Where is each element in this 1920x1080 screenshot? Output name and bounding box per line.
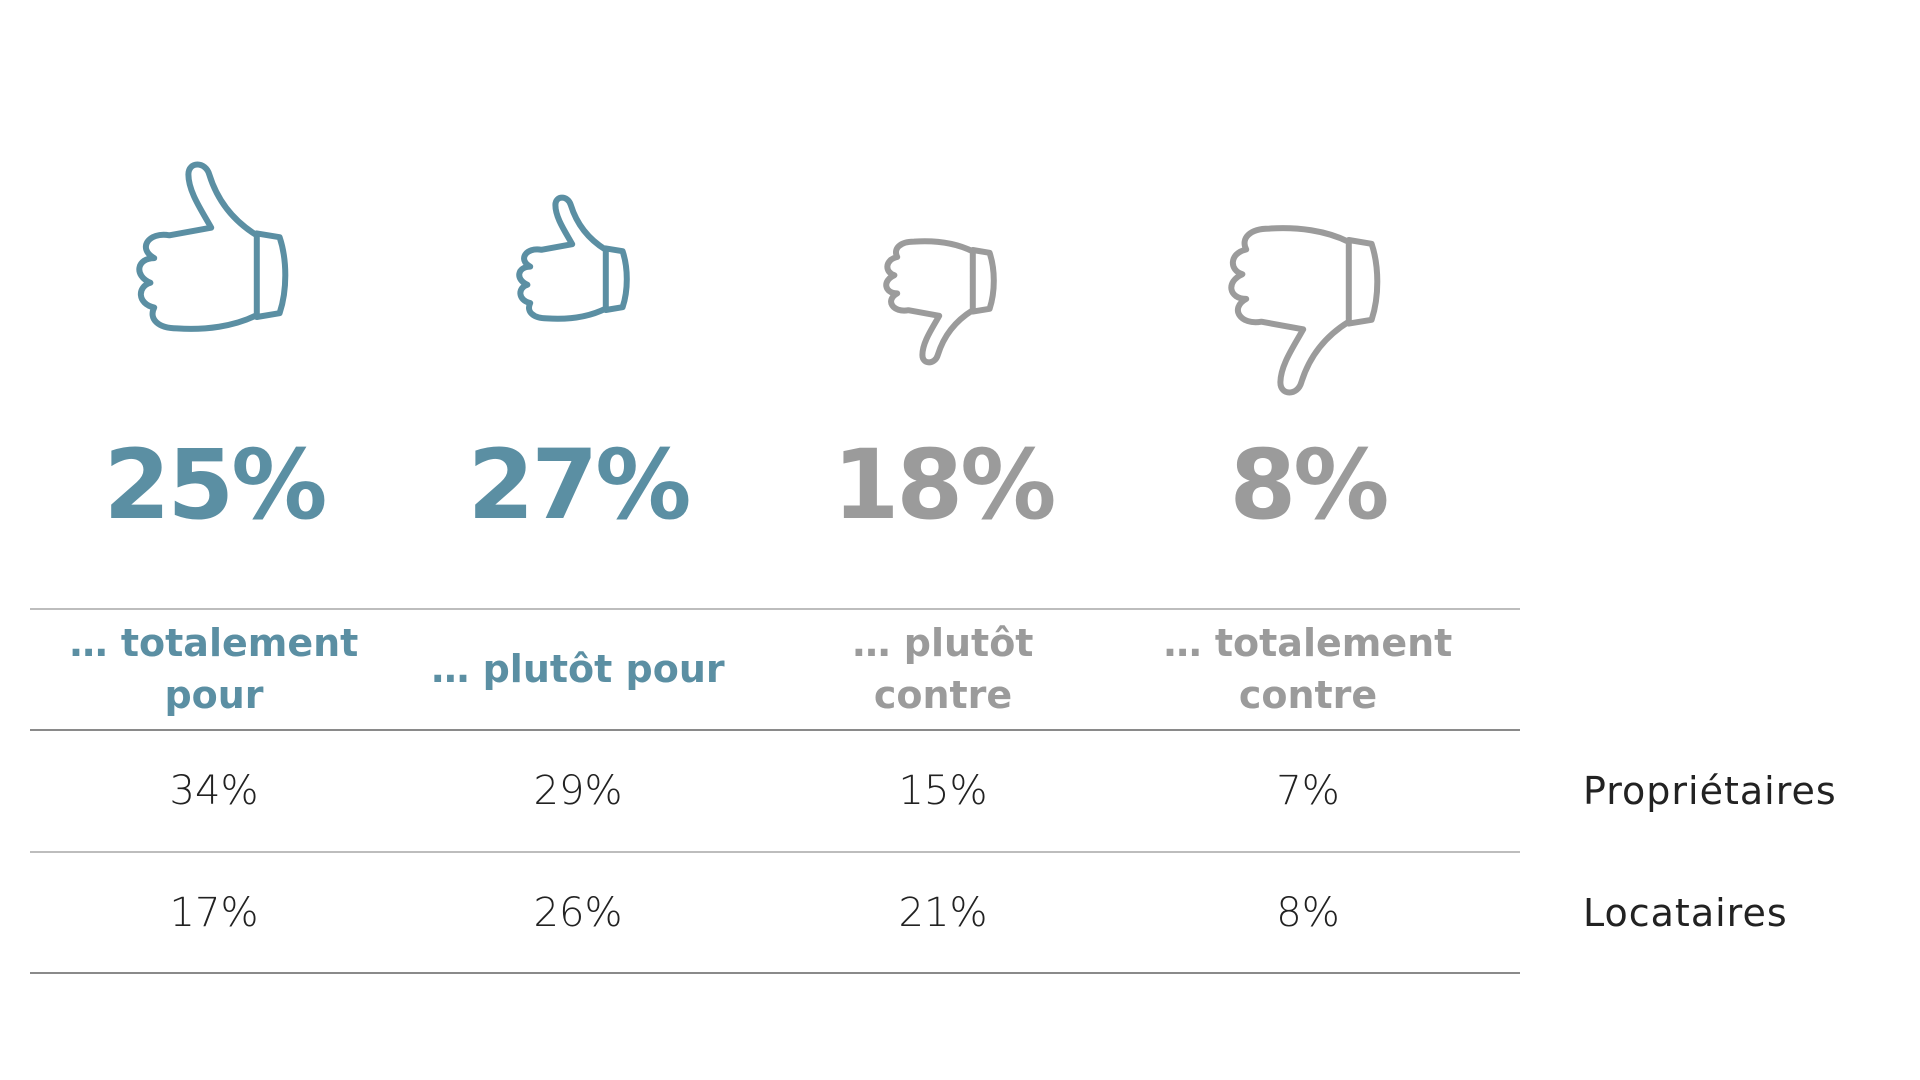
table-cell: 21% bbox=[898, 890, 988, 936]
column-label: … plutôt pour bbox=[431, 647, 725, 691]
icons bbox=[0, 0, 1920, 420]
table-cell: 15% bbox=[898, 768, 988, 814]
table-cell: 8% bbox=[1276, 890, 1340, 936]
thumb-up-small bbox=[519, 198, 627, 319]
divider bbox=[30, 608, 1520, 610]
big-percent: 27% bbox=[467, 429, 692, 541]
big-percent: 25% bbox=[103, 429, 328, 541]
table-cell: 7% bbox=[1276, 768, 1340, 814]
column-label: … plutôt contre bbox=[852, 621, 1034, 717]
divider bbox=[30, 729, 1520, 731]
column-label: … totalement contre bbox=[1163, 621, 1453, 717]
row-label: Propriétaires bbox=[1583, 769, 1837, 813]
table-cell: 26% bbox=[533, 890, 623, 936]
table-cell: 34% bbox=[169, 768, 259, 814]
table-cell: 29% bbox=[533, 768, 623, 814]
thumb-up-large bbox=[139, 165, 285, 329]
thumb-down-large bbox=[1231, 228, 1377, 392]
thumb-down-small bbox=[886, 241, 994, 362]
divider bbox=[30, 851, 1520, 853]
big-percent: 18% bbox=[832, 429, 1057, 541]
big-percent: 8% bbox=[1229, 429, 1390, 541]
divider bbox=[30, 972, 1520, 974]
row-label: Locataires bbox=[1583, 891, 1788, 935]
column-label: … totalement pour bbox=[69, 621, 359, 717]
table-cell: 17% bbox=[169, 890, 259, 936]
